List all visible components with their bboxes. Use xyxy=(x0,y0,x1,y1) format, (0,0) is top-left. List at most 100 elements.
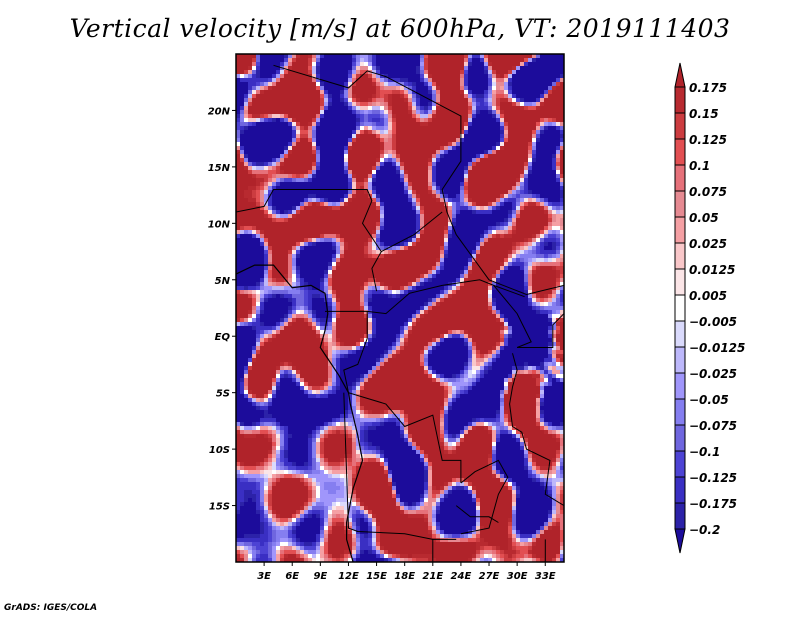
field-cell xyxy=(532,70,536,74)
field-cell xyxy=(452,258,456,262)
field-cell xyxy=(492,234,496,238)
field-cell xyxy=(240,214,244,218)
field-cell xyxy=(308,250,312,254)
field-cell xyxy=(268,250,272,254)
field-cell xyxy=(528,174,532,178)
field-cell xyxy=(340,122,344,126)
field-cell xyxy=(480,242,484,246)
field-cell xyxy=(344,98,348,102)
field-cell xyxy=(264,138,268,142)
field-cell xyxy=(448,194,452,198)
field-cell xyxy=(236,162,240,166)
field-cell xyxy=(448,250,452,254)
field-cell xyxy=(544,294,548,298)
field-cell xyxy=(452,270,456,274)
field-cell xyxy=(484,294,488,298)
field-cell xyxy=(460,294,464,298)
field-cell xyxy=(484,102,488,106)
field-cell xyxy=(360,118,364,122)
field-cell xyxy=(408,118,412,122)
field-cell xyxy=(300,182,304,186)
field-cell xyxy=(392,182,396,186)
field-cell xyxy=(540,162,544,166)
field-cell xyxy=(436,134,440,138)
field-cell xyxy=(516,218,520,222)
field-cell xyxy=(416,134,420,138)
field-cell xyxy=(352,254,356,258)
field-cell xyxy=(240,210,244,214)
field-cell xyxy=(484,238,488,242)
field-cell xyxy=(388,90,392,94)
field-cell xyxy=(440,86,444,90)
field-cell xyxy=(392,226,396,230)
field-cell xyxy=(256,298,260,302)
field-cell xyxy=(268,54,272,58)
field-cell xyxy=(460,62,464,66)
field-cell xyxy=(556,282,560,286)
field-cell xyxy=(352,226,356,230)
field-cell xyxy=(508,98,512,102)
field-cell xyxy=(244,250,248,254)
field-cell xyxy=(256,78,260,82)
field-cell xyxy=(380,202,384,206)
field-cell xyxy=(280,186,284,190)
field-cell xyxy=(380,242,384,246)
field-cell xyxy=(256,242,260,246)
field-cell xyxy=(356,86,360,90)
field-cell xyxy=(416,258,420,262)
field-cell xyxy=(380,86,384,90)
field-cell xyxy=(272,178,276,182)
field-cell xyxy=(388,202,392,206)
field-cell xyxy=(324,286,328,290)
field-cell xyxy=(368,134,372,138)
field-cell xyxy=(236,126,240,130)
field-cell xyxy=(532,74,536,78)
field-cell xyxy=(348,142,352,146)
field-cell xyxy=(492,274,496,278)
field-cell xyxy=(348,146,352,150)
field-cell xyxy=(404,66,408,70)
field-cell xyxy=(548,202,552,206)
field-cell xyxy=(440,238,444,242)
field-cell xyxy=(336,166,340,170)
field-cell xyxy=(488,274,492,278)
field-cell xyxy=(460,98,464,102)
field-cell xyxy=(472,174,476,178)
field-cell xyxy=(448,190,452,194)
field-cell xyxy=(512,162,516,166)
field-cell xyxy=(276,146,280,150)
field-cell xyxy=(384,246,388,250)
field-cell xyxy=(388,170,392,174)
field-cell xyxy=(348,202,352,206)
field-cell xyxy=(400,90,404,94)
field-cell xyxy=(540,154,544,158)
field-cell xyxy=(516,98,520,102)
field-cell xyxy=(476,190,480,194)
field-cell xyxy=(276,66,280,70)
field-cell xyxy=(528,126,532,130)
field-cell xyxy=(444,186,448,190)
field-cell xyxy=(440,234,444,238)
field-cell xyxy=(408,142,412,146)
field-cell xyxy=(284,234,288,238)
field-cell xyxy=(556,54,560,58)
field-cell xyxy=(472,102,476,106)
field-cell xyxy=(396,150,400,154)
field-cell xyxy=(292,82,296,86)
field-cell xyxy=(400,258,404,262)
field-cell xyxy=(496,278,500,282)
field-cell xyxy=(316,110,320,114)
field-cell xyxy=(468,106,472,110)
field-cell xyxy=(240,170,244,174)
field-cell xyxy=(376,106,380,110)
field-cell xyxy=(272,250,276,254)
field-cell xyxy=(460,154,464,158)
field-cell xyxy=(496,82,500,86)
field-cell xyxy=(480,86,484,90)
field-cell xyxy=(260,278,264,282)
field-cell xyxy=(528,74,532,78)
field-cell xyxy=(460,70,464,74)
field-cell xyxy=(504,114,508,118)
field-cell xyxy=(356,90,360,94)
field-cell xyxy=(372,106,376,110)
